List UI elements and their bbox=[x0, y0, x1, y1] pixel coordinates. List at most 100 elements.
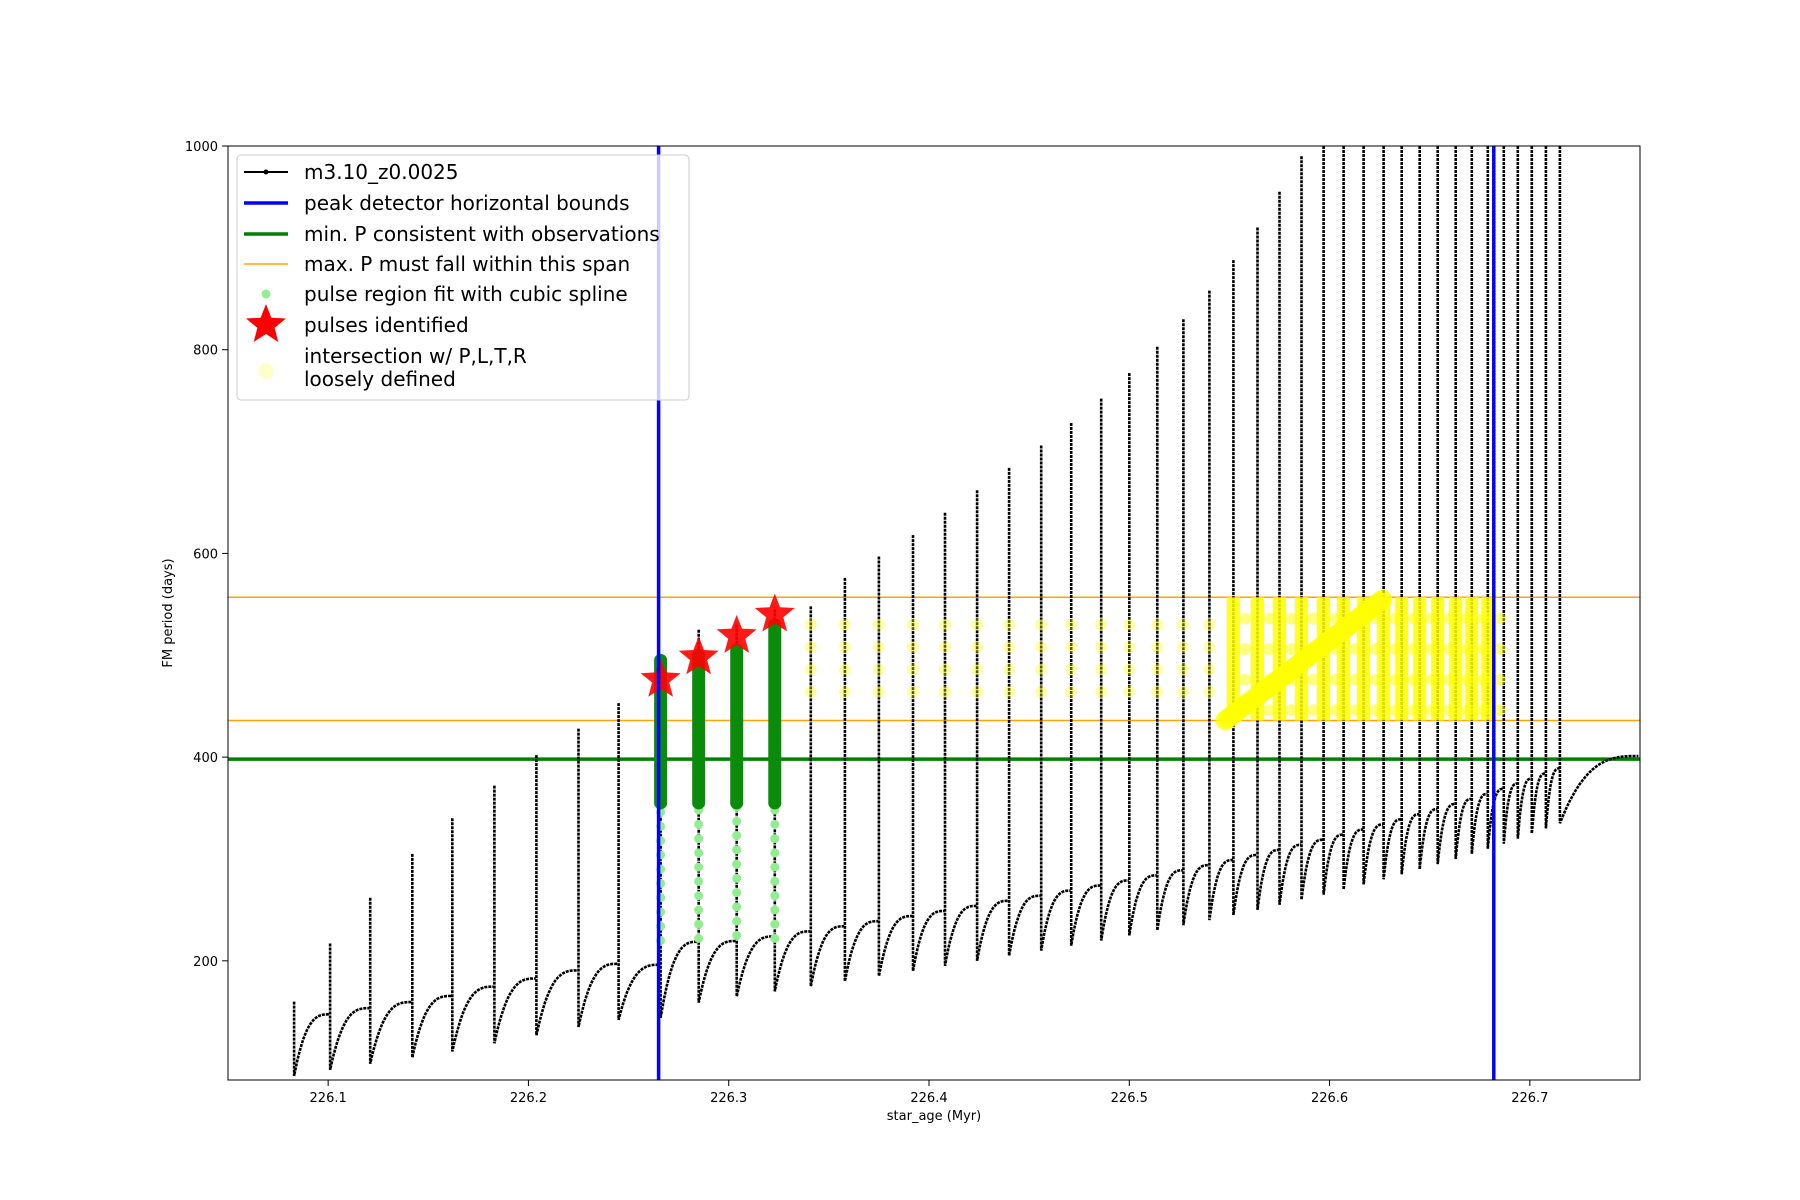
intersection-marker bbox=[872, 641, 885, 654]
spline-point bbox=[770, 876, 780, 886]
intersection-marker bbox=[1035, 618, 1048, 631]
legend-intersection-swatch bbox=[258, 363, 274, 379]
intersection-marker bbox=[939, 685, 952, 698]
model-track-cycle bbox=[1208, 290, 1233, 921]
intersection-marker bbox=[1035, 641, 1048, 654]
model-track-cycle bbox=[1232, 260, 1257, 916]
intersection-marker bbox=[1065, 641, 1078, 654]
legend-label: intersection w/ P,L,T,R bbox=[304, 344, 527, 368]
spline-point bbox=[770, 905, 780, 915]
x-tick-label: 226.1 bbox=[310, 1091, 347, 1106]
legend-label: loosely defined bbox=[304, 367, 456, 391]
legend-label: pulse region fit with cubic spline bbox=[304, 282, 628, 306]
model-track-cycle bbox=[1182, 319, 1209, 926]
model-track-cycle bbox=[1470, 146, 1488, 855]
intersection-marker bbox=[838, 663, 851, 676]
model-track-cycle bbox=[1530, 146, 1546, 834]
intersection-marker bbox=[1151, 641, 1164, 654]
intersection-marker bbox=[1177, 685, 1190, 698]
intersection-marker bbox=[804, 663, 817, 676]
model-track-cycle bbox=[1558, 146, 1639, 824]
intersection-marker bbox=[1095, 618, 1108, 631]
plot-area bbox=[228, 146, 1640, 1080]
intersection-marker bbox=[1203, 663, 1216, 676]
model-track-cycle bbox=[1322, 146, 1344, 895]
intersection-marker bbox=[1003, 685, 1016, 698]
intersection-marker bbox=[1177, 641, 1190, 654]
model-track-cycle bbox=[1342, 146, 1364, 890]
intersection-marker bbox=[1203, 641, 1216, 654]
spline-point bbox=[694, 834, 704, 844]
spline-point bbox=[694, 905, 704, 915]
intersection-marker bbox=[1493, 673, 1506, 686]
intersection-marker bbox=[1177, 663, 1190, 676]
spline-point bbox=[732, 873, 742, 883]
pulse-identified-star bbox=[754, 593, 795, 632]
intersection-marker bbox=[1285, 612, 1298, 625]
spline-point bbox=[732, 916, 742, 926]
intersection-marker bbox=[1065, 663, 1078, 676]
model-track-cycle bbox=[411, 853, 452, 1058]
y-tick-label: 1000 bbox=[185, 140, 218, 155]
intersection-marker bbox=[1095, 641, 1108, 654]
intersection-marker bbox=[906, 685, 919, 698]
spline-point bbox=[694, 876, 704, 886]
intersection-marker bbox=[1307, 612, 1320, 625]
intersection-marker bbox=[906, 641, 919, 654]
intersection-marker bbox=[906, 663, 919, 676]
intersection-marker bbox=[1065, 618, 1078, 631]
model-track-cycle bbox=[697, 629, 736, 1003]
model-track-cycle bbox=[535, 755, 578, 1036]
y-tick-label: 600 bbox=[193, 547, 218, 562]
spline-point bbox=[770, 848, 780, 858]
spline-point bbox=[694, 891, 704, 901]
spline-point bbox=[770, 891, 780, 901]
model-track-cycle bbox=[735, 624, 774, 997]
intersection-marker bbox=[1263, 643, 1276, 656]
model-track-cycle bbox=[1300, 156, 1324, 900]
legend-label: peak detector horizontal bounds bbox=[304, 191, 630, 215]
model-track-cycle bbox=[773, 609, 811, 992]
model-track-cycle bbox=[1454, 146, 1472, 860]
spline-point bbox=[770, 933, 780, 943]
pulse-identified-star bbox=[678, 636, 719, 675]
intersection-marker bbox=[939, 618, 952, 631]
intersection-marker bbox=[906, 618, 919, 631]
y-tick-label: 800 bbox=[193, 344, 218, 359]
model-track-cycle bbox=[1128, 373, 1157, 936]
intersection-marker bbox=[838, 641, 851, 654]
intersection-marker bbox=[1151, 685, 1164, 698]
model-track-cycle bbox=[1099, 398, 1129, 941]
intersection-marker bbox=[804, 618, 817, 631]
spline-point bbox=[732, 816, 742, 826]
model-track-cycle bbox=[809, 606, 845, 987]
legend-label: m3.10_z0.0025 bbox=[304, 160, 459, 184]
model-track-cycle bbox=[1156, 346, 1183, 931]
spline-point bbox=[770, 862, 780, 872]
spline-point bbox=[732, 888, 742, 898]
x-axis: 226.1 226.2 226.3 226.4 226.5 226.6 226.7 bbox=[310, 1080, 1548, 1106]
legend-pulse-star bbox=[246, 304, 286, 342]
y-axis-label: FM period (days) bbox=[161, 558, 176, 667]
intersection-marker bbox=[971, 618, 984, 631]
spline-point bbox=[770, 834, 780, 844]
model-track-cycle bbox=[493, 785, 536, 1044]
intersection-marker bbox=[1177, 618, 1190, 631]
spline-point bbox=[732, 859, 742, 869]
model-track-cycle bbox=[1544, 146, 1560, 829]
model-track-cycle bbox=[1436, 146, 1456, 865]
legend-model-marker bbox=[263, 169, 269, 175]
x-tick-label: 226.3 bbox=[710, 1091, 747, 1106]
model-track-cycle bbox=[877, 556, 913, 977]
plot-frame bbox=[227, 145, 1641, 1081]
spline-point bbox=[732, 930, 742, 940]
intersection-marker bbox=[872, 685, 885, 698]
intersection-marker bbox=[1003, 641, 1016, 654]
model-track-cycle bbox=[577, 728, 618, 1028]
spline-point bbox=[694, 819, 704, 829]
legend-label: min. P consistent with observations bbox=[304, 222, 660, 246]
model-track-cycle bbox=[1069, 423, 1101, 946]
x-tick-label: 226.2 bbox=[510, 1091, 547, 1106]
y-tick-label: 200 bbox=[193, 955, 218, 970]
